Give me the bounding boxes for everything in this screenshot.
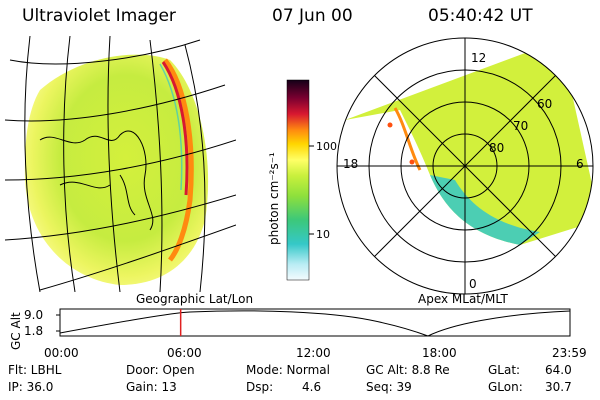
polar-grid xyxy=(336,37,594,295)
timeline-ytick-bottom: 1.8 xyxy=(24,324,43,338)
glat-label: GLat: xyxy=(488,363,521,377)
timeline-ylabel: GC Alt xyxy=(9,312,23,350)
image-date: 07 Jun 00 xyxy=(272,6,353,26)
colorbar-tick-10: 10 xyxy=(316,228,330,241)
glon-value: 30.7 xyxy=(545,380,572,394)
altitude-timeline: GC Alt 9.0 1.8 xyxy=(9,308,571,350)
mlt-label-6: 6 xyxy=(576,157,584,171)
seq-readout: Seq: 39 xyxy=(366,380,412,394)
timeline-tick-0600: 06:00 xyxy=(167,346,202,360)
gc-alt-readout: GC Alt: 8.8 Re xyxy=(366,363,450,377)
mode-readout: Mode: Normal xyxy=(246,363,330,377)
timeline-tick-1200: 12:00 xyxy=(296,346,331,360)
image-time: 05:40:42 UT xyxy=(428,6,533,26)
coastline xyxy=(39,130,154,231)
colorbar: 100 10 photon cm⁻²s⁻¹ xyxy=(267,79,337,281)
timeline-tick-1800: 18:00 xyxy=(422,346,457,360)
timeline-ytick-top: 9.0 xyxy=(24,308,43,322)
mlt-label-0: 0 xyxy=(469,277,477,291)
dsp-value: 4.6 xyxy=(302,380,322,394)
filter-readout: Flt: LBHL xyxy=(8,363,62,377)
mlat-label-80: 80 xyxy=(489,141,504,155)
glon-label: GLon: xyxy=(488,380,523,394)
door-readout: Door: Open xyxy=(126,363,195,377)
polar-emission xyxy=(345,40,593,245)
apex-caption: Apex MLat/MLT xyxy=(418,292,508,306)
altitude-curve xyxy=(59,310,571,337)
dsp-label: Dsp: xyxy=(246,380,274,394)
mlat-label-60: 60 xyxy=(537,97,552,111)
mlat-label-70: 70 xyxy=(513,119,528,133)
lat-lon-grid xyxy=(4,36,236,292)
timeline-tick-0000: 00:00 xyxy=(44,346,79,360)
glat-value: 64.0 xyxy=(545,363,572,377)
gain-readout: Gain: 13 xyxy=(126,380,177,394)
mlt-label-18: 18 xyxy=(343,157,358,171)
timeline-tick-2359: 23:59 xyxy=(552,346,587,360)
ip-readout: IP: 36.0 xyxy=(8,380,54,394)
geographic-caption: Geographic Lat/Lon xyxy=(136,292,253,306)
mlt-label-12: 12 xyxy=(471,51,486,65)
colorbar-tick-100: 100 xyxy=(316,140,337,153)
geographic-image-panel xyxy=(4,36,236,292)
colorbar-unit-label: photon cm⁻²s⁻¹ xyxy=(267,152,281,245)
polar-image-panel: 12 18 6 0 60 70 80 xyxy=(336,37,594,295)
instrument-title: Ultraviolet Imager xyxy=(22,6,176,26)
